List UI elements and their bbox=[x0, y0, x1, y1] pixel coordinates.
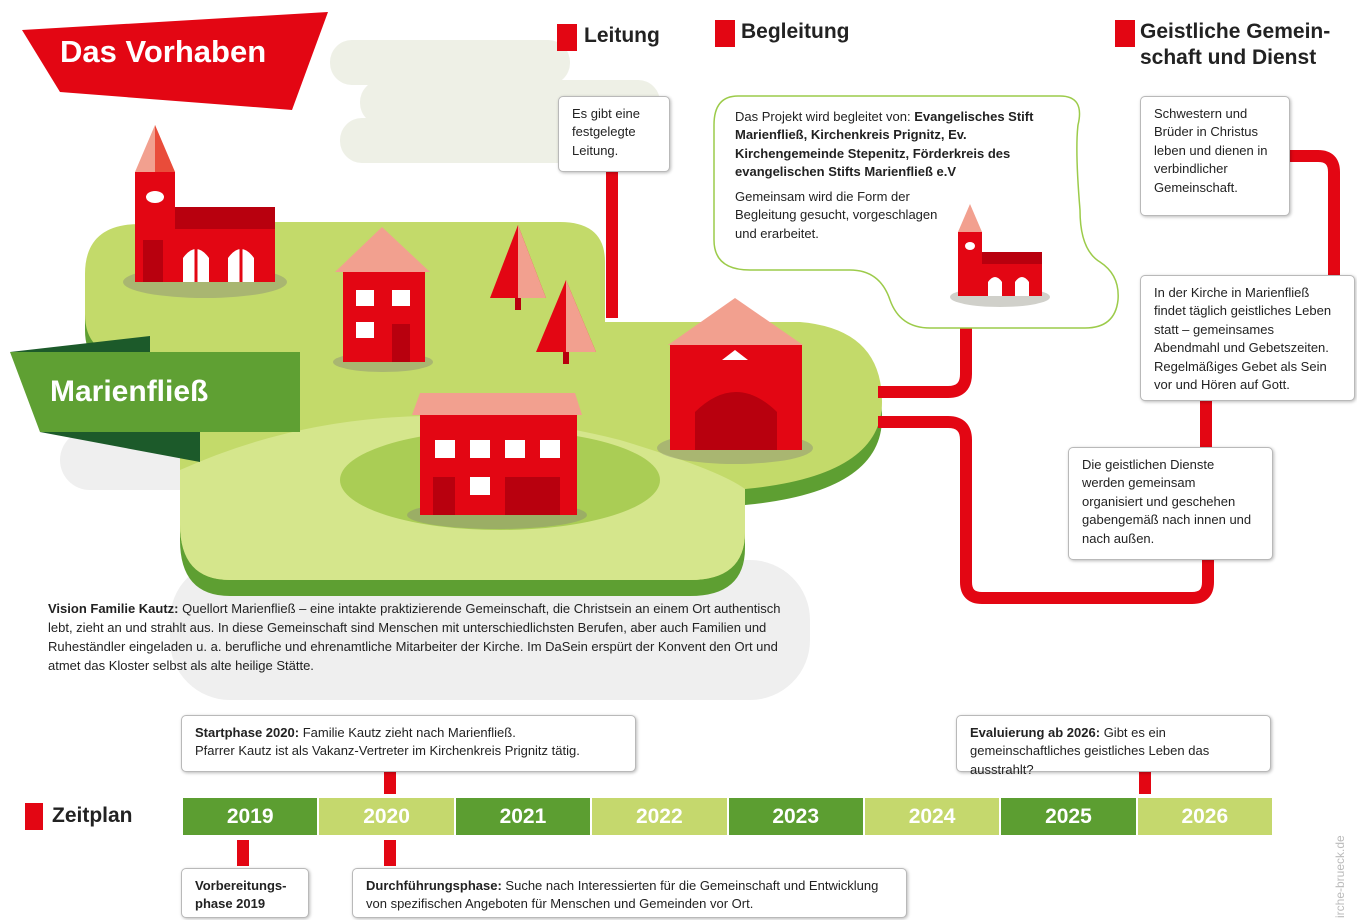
place-label: Marienfließ bbox=[50, 375, 208, 409]
line: phase 2019 bbox=[195, 895, 295, 913]
year-segment: 2023 bbox=[729, 798, 863, 835]
year-segment: 2020 bbox=[319, 798, 453, 835]
timeline-label: Zeitplan bbox=[52, 803, 133, 829]
hall bbox=[407, 393, 587, 529]
timeline-note: Vorbereitungs- phase 2019 bbox=[181, 868, 309, 918]
year-segment: 2025 bbox=[1001, 798, 1135, 835]
page: Das Vorhaben – Marienfließ { "header": {… bbox=[0, 0, 1357, 920]
section-heading: Begleitung bbox=[741, 19, 850, 45]
note-text: Familie Kautz zieht nach Marienfließ. bbox=[303, 725, 516, 740]
note-label: Evaluierung ab 2026: bbox=[970, 725, 1100, 740]
year-segment: 2026 bbox=[1138, 798, 1272, 835]
note-label: Startphase 2020: bbox=[195, 725, 299, 740]
credit: irche-brueck.de bbox=[1333, 835, 1347, 918]
vision: Vision Familie Kautz: Quellort Marienfli… bbox=[48, 600, 783, 675]
timeline-note: Evaluierung ab 2026: Gibt es ein gemeins… bbox=[956, 715, 1271, 772]
timeline-note: Startphase 2020: Familie Kautz zieht nac… bbox=[181, 715, 636, 772]
church bbox=[123, 125, 287, 298]
section-heading: Geistliche Gemein- schaft und Dienst bbox=[1140, 19, 1330, 72]
section-heading: Leitung bbox=[584, 23, 660, 49]
intro: Das Projekt wird begleitet von: bbox=[735, 109, 911, 124]
heading-line: schaft und Dienst bbox=[1140, 45, 1330, 71]
text-box: In der Kirche in Marienfließ findet tägl… bbox=[1140, 275, 1355, 401]
text-box: Es gibt eine festgelegte Leitung. bbox=[558, 96, 670, 172]
line: Startphase 2020: Familie Kautz zieht nac… bbox=[195, 724, 622, 742]
text-box: Schwestern und Brüder in Christus leben … bbox=[1140, 96, 1290, 216]
note-label: Durchführungsphase: bbox=[366, 878, 502, 893]
infographic: Das Vorhaben Marienfließ Leitung Begleit… bbox=[0, 0, 1357, 920]
heading-line: Geistliche Gemein- bbox=[1140, 19, 1330, 45]
year-segment: 2019 bbox=[183, 798, 317, 835]
line: Pfarrer Kautz ist als Vakanz-Vertreter i… bbox=[195, 742, 622, 760]
text-box: Die geistlichen Dienste werden gemeinsam… bbox=[1068, 447, 1273, 560]
year-segment: 2022 bbox=[592, 798, 726, 835]
title: Das Vorhaben bbox=[60, 34, 266, 70]
vision-label: Vision Familie Kautz: bbox=[48, 601, 179, 616]
year-segment: 2021 bbox=[456, 798, 590, 835]
timeline-note: Durchführungsphase: Suche nach Interessi… bbox=[352, 868, 907, 918]
line: Vorbereitungs- bbox=[195, 877, 295, 895]
paragraph: Gemeinsam wird die Form der Begleitung g… bbox=[735, 188, 945, 243]
cloud-text: Das Projekt wird begleitet von: Evangeli… bbox=[735, 108, 1053, 243]
year-segment: 2024 bbox=[865, 798, 999, 835]
paragraph: Das Projekt wird begleitet von: Evangeli… bbox=[735, 108, 1053, 182]
